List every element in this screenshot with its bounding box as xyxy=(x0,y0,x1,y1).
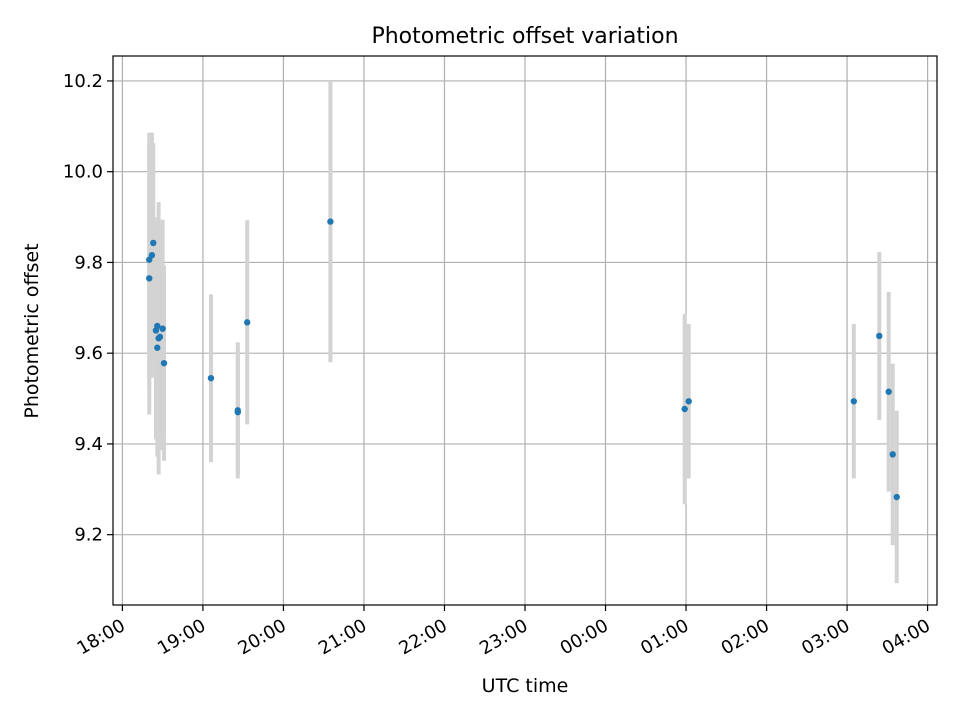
y-tick-label: 10.2 xyxy=(63,71,103,92)
data-points xyxy=(146,218,900,501)
chart-title: Photometric offset variation xyxy=(371,24,678,49)
y-tick-label: 9.8 xyxy=(74,252,103,273)
x-tick-label: 21:00 xyxy=(315,615,370,659)
data-point xyxy=(150,239,157,247)
x-tick-label: 03:00 xyxy=(798,615,853,659)
x-tick-label: 19:00 xyxy=(154,615,209,659)
x-tick-label: 22:00 xyxy=(396,615,451,659)
error-bars xyxy=(147,80,899,584)
y-tick-label: 9.6 xyxy=(74,343,103,364)
data-point xyxy=(160,359,168,367)
data-point xyxy=(850,398,857,405)
data-point xyxy=(876,332,883,340)
data-point xyxy=(148,251,156,259)
x-tick-label: 00:00 xyxy=(557,615,612,659)
data-point xyxy=(154,344,161,351)
y-tick-label: 10.0 xyxy=(63,162,103,183)
x-tick-label: 04:00 xyxy=(879,615,934,659)
x-tick-label: 20:00 xyxy=(235,615,290,659)
data-point xyxy=(207,374,215,382)
y-tick-label: 9.4 xyxy=(74,434,103,455)
data-point xyxy=(893,493,900,501)
y-axis-label: Photometric offset xyxy=(21,243,43,418)
x-tick-label: 18:00 xyxy=(73,615,128,659)
x-tick-label: 23:00 xyxy=(476,615,531,659)
data-point xyxy=(327,218,334,225)
data-point xyxy=(159,325,166,332)
data-point xyxy=(244,319,251,326)
grid-lines xyxy=(113,56,937,605)
x-axis-label: UTC time xyxy=(482,675,569,697)
data-point xyxy=(234,408,242,416)
data-point xyxy=(885,388,892,395)
x-tick-label: 01:00 xyxy=(637,615,692,659)
y-tick-label: 9.2 xyxy=(74,525,103,546)
data-point xyxy=(685,398,692,405)
data-point xyxy=(154,322,161,330)
x-tick-label: 02:00 xyxy=(718,615,773,659)
data-point xyxy=(889,451,896,458)
y-axis-ticks: 9.2 9.4 9.6 9.8 10.0 10.2 xyxy=(63,71,113,546)
data-point xyxy=(146,275,153,282)
x-axis-ticks: 18:00 19:00 20:00 21:00 22:00 23:00 00:00 01:00… xyxy=(73,605,934,659)
data-point xyxy=(681,405,688,413)
data-point xyxy=(156,333,164,341)
